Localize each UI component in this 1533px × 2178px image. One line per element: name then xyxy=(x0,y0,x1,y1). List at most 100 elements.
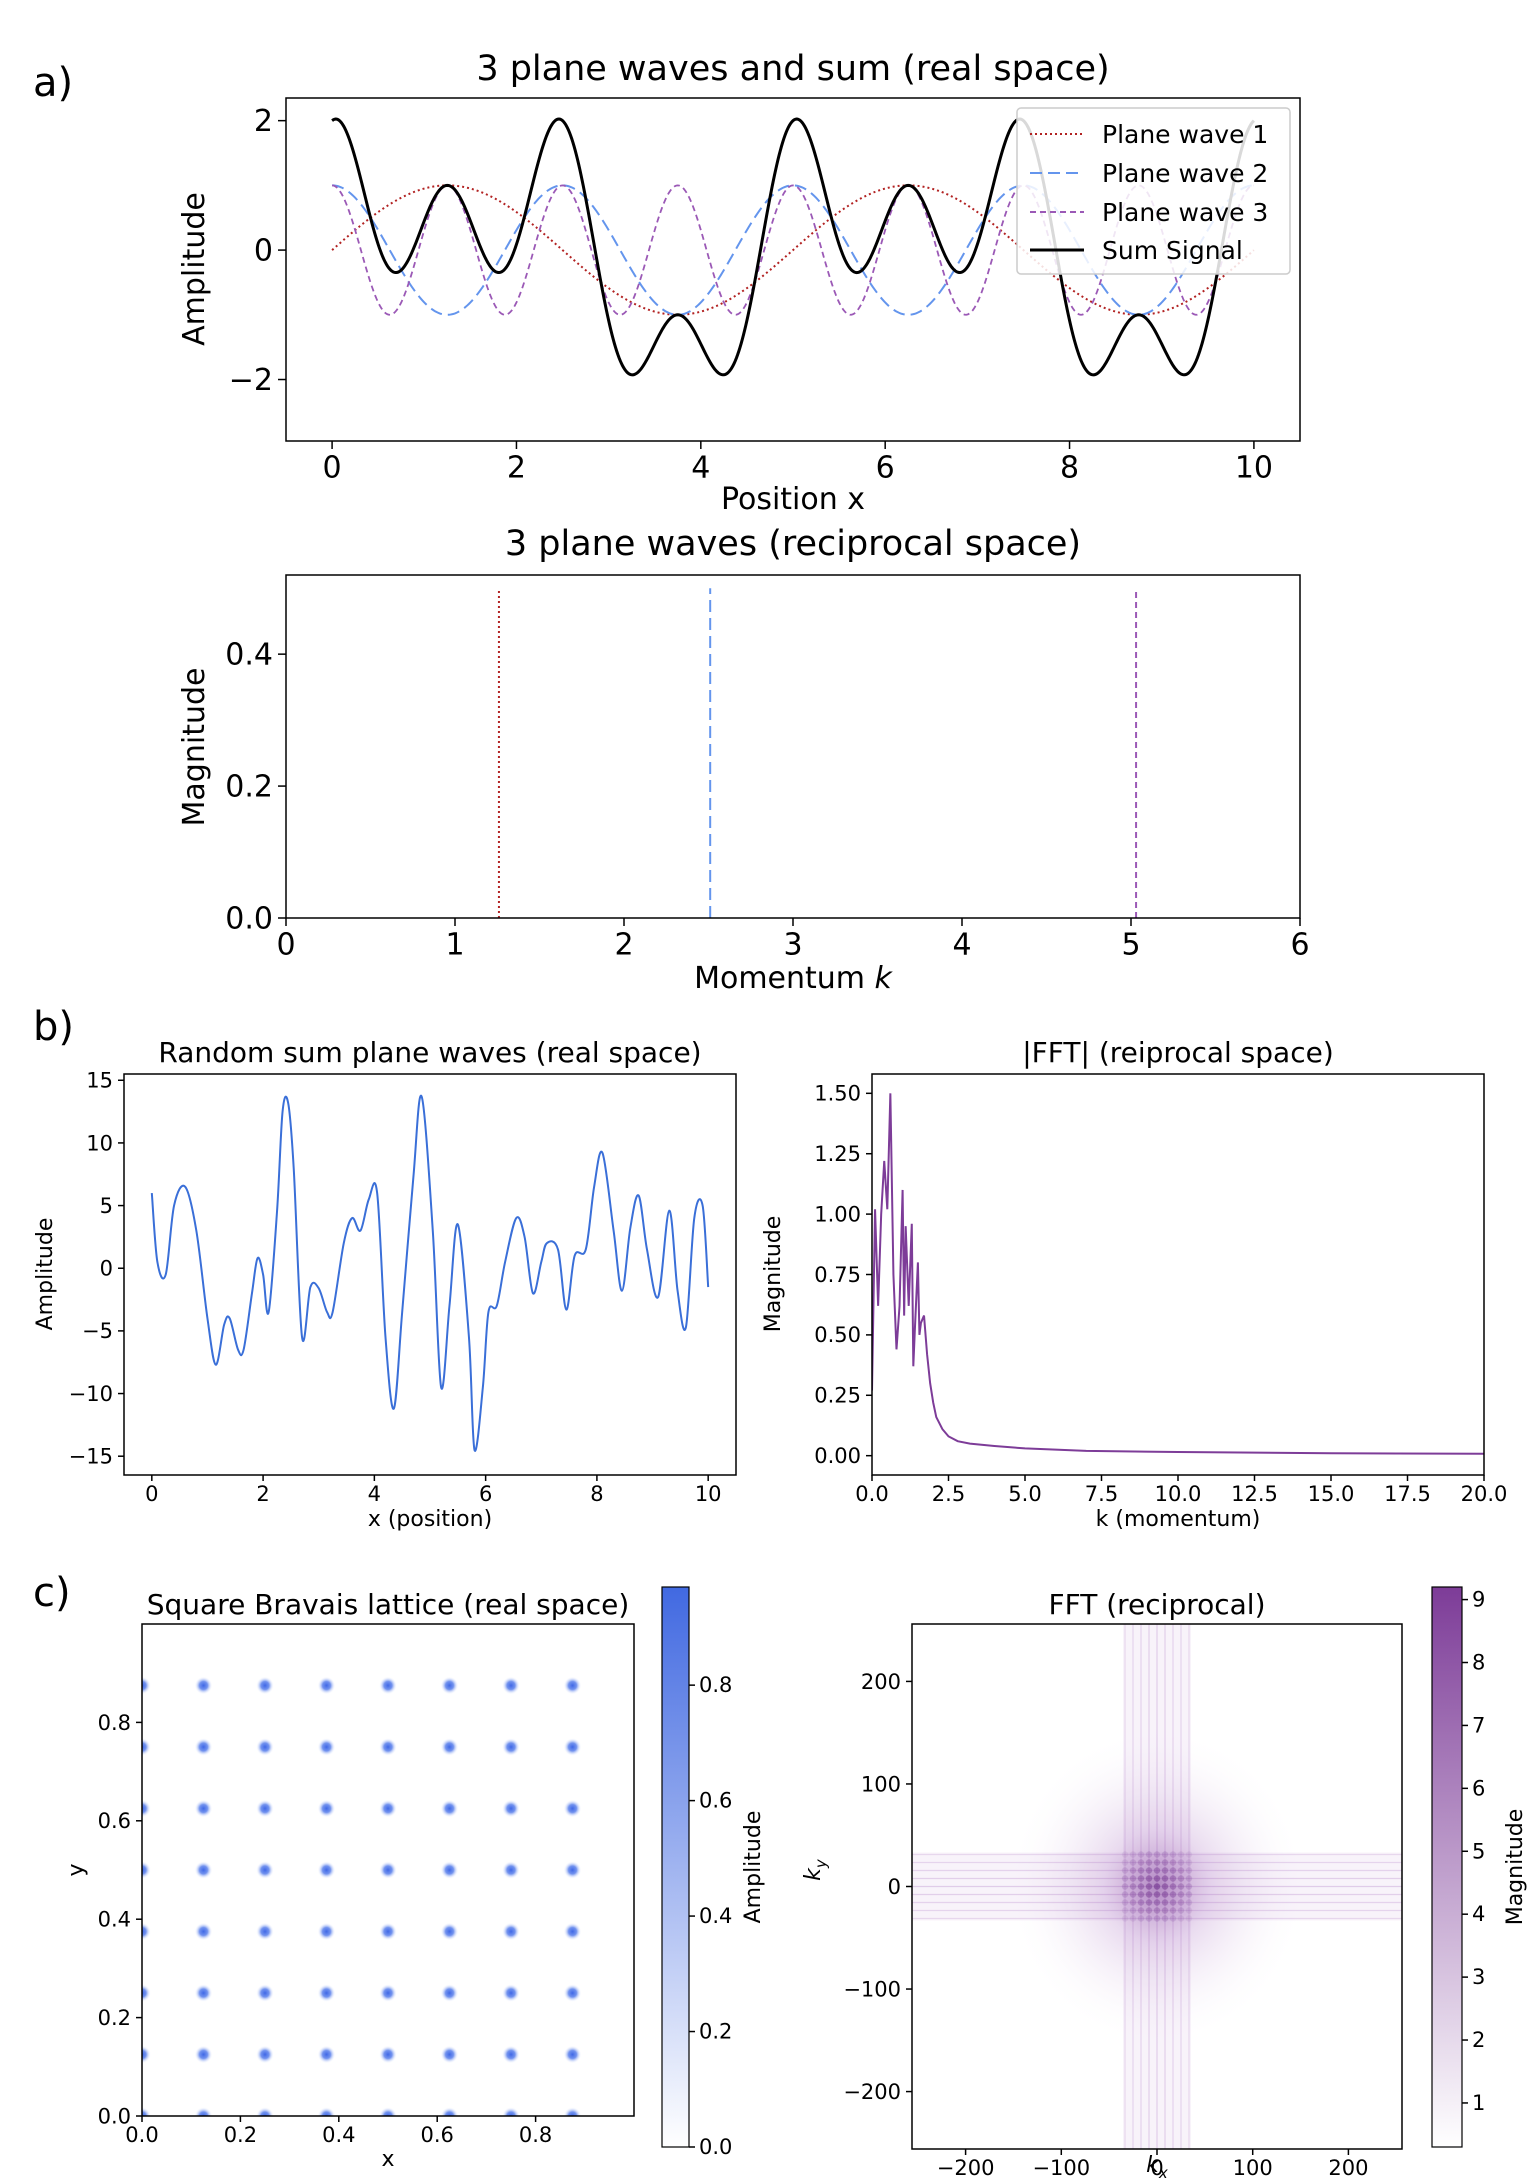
fft-peak xyxy=(1137,1851,1145,1858)
colorbar-tick-label: 0.2 xyxy=(699,2020,732,2044)
fft-peak xyxy=(1153,1851,1161,1858)
c1-ytick-label: 0.0 xyxy=(98,2104,131,2128)
colorbar-tick-label: 2 xyxy=(1472,2028,1485,2052)
lattice-point xyxy=(563,1984,582,2002)
fft-peak xyxy=(1153,1867,1161,1874)
lattice-point xyxy=(256,2045,274,2064)
lattice-point xyxy=(194,1922,213,1941)
lattice-point xyxy=(440,1738,459,1756)
c1-ytick-label: 0.8 xyxy=(98,1711,131,1735)
fft-peak xyxy=(1145,1867,1153,1874)
lattice-point xyxy=(256,1922,274,1941)
fft-peak xyxy=(1129,1875,1137,1882)
fft-peak xyxy=(1177,1915,1185,1922)
chart-c1-xlabel: x xyxy=(381,2147,394,2172)
chart-c2-ylabel-sub: y xyxy=(812,1858,830,1869)
c1-xtick-label: 0.4 xyxy=(322,2123,355,2147)
c2-ytick-label: 100 xyxy=(861,1772,901,1796)
lattice-point xyxy=(256,1984,274,2002)
b1-ytick-label: −10 xyxy=(69,1382,113,1406)
b2-xtick-label: 17.5 xyxy=(1384,1482,1431,1506)
b1-ytick-label: 5 xyxy=(100,1194,113,1218)
lattice-point xyxy=(379,1861,397,1879)
chart-b2-xlabel: k (momentum) xyxy=(1096,1507,1261,1532)
lattice-point xyxy=(194,2045,213,2064)
colorbar-tick-label: 3 xyxy=(1472,1965,1485,1989)
chart-a2-plot xyxy=(497,588,1138,918)
series-line-sum xyxy=(331,117,1255,377)
lattice-point xyxy=(379,1984,397,2002)
chart-b2-plot xyxy=(872,1093,1484,1455)
chart-c1-colorbar-label: Amplitude xyxy=(741,1811,766,1924)
fft-peak xyxy=(1137,1915,1145,1922)
lattice-point xyxy=(379,2107,397,2116)
chart-c2-xlabel-sub: x xyxy=(1158,2164,1168,2178)
colorbar-tick-label: 6 xyxy=(1472,1776,1485,1800)
fft-peak xyxy=(1177,1883,1185,1890)
b2-ytick-label: 1.50 xyxy=(814,1082,861,1106)
a2-xtick-label: 2 xyxy=(614,928,633,963)
chart-c2-colorbar xyxy=(1431,1586,1463,2148)
lattice-point xyxy=(317,1984,336,2002)
chart-c1-plot xyxy=(142,1676,582,2116)
b2-xtick-label: 7.5 xyxy=(1085,1482,1118,1506)
a1-xtick-label: 10 xyxy=(1235,451,1273,486)
fft-peak xyxy=(1177,1907,1185,1914)
fft-peak xyxy=(1169,1859,1177,1866)
lattice-point xyxy=(440,1984,459,2002)
lattice-point xyxy=(256,1738,274,1756)
b2-xtick-label: 5.0 xyxy=(1008,1482,1041,1506)
lattice-point xyxy=(142,1738,151,1756)
chart-c1-frame xyxy=(141,1623,635,2117)
fft-peak xyxy=(1145,1851,1153,1858)
a1-ytick-label: −2 xyxy=(229,363,273,398)
chart-c2-xticks: −200 −100 0 100 200 xyxy=(937,2149,1368,2178)
a1-xtick-label: 8 xyxy=(1060,451,1079,486)
fft-peak xyxy=(1153,1891,1161,1898)
fft-peak xyxy=(1161,1891,1169,1898)
fft-peak xyxy=(1145,1915,1153,1922)
chart-a2-yticks: 0.0 0.2 0.4 xyxy=(225,638,286,937)
chart-b1-yticks: −15 −10 −5 0 5 10 15 xyxy=(69,1069,124,1469)
c2-ytick-label: 200 xyxy=(861,1670,901,1694)
fft-peak xyxy=(1129,1859,1137,1866)
c1-ytick-label: 0.4 xyxy=(98,1908,131,1932)
lattice-point xyxy=(194,1799,213,1818)
lattice-point xyxy=(440,1799,459,1818)
chart-a1-plot xyxy=(331,117,1255,377)
fft-peak xyxy=(1169,1907,1177,1914)
fft-peak xyxy=(1177,1859,1185,1866)
fft-peak xyxy=(1145,1883,1153,1890)
fft-peak xyxy=(1153,1875,1161,1882)
series-line-fft xyxy=(872,1093,1484,1455)
chart-c2-ylabel: ky xyxy=(801,1858,830,1881)
lattice-point xyxy=(317,1922,336,1941)
fft-peak xyxy=(1153,1899,1161,1906)
lattice-point xyxy=(317,1799,336,1818)
fft-peak xyxy=(1185,1899,1193,1906)
b2-xtick-label: 15.0 xyxy=(1308,1482,1355,1506)
fft-peak xyxy=(1169,1891,1177,1898)
c2-ytick-label: −100 xyxy=(843,1977,901,2001)
lattice-point xyxy=(563,1922,582,1941)
lattice-point xyxy=(502,1799,520,1818)
chart-b1-xticks: 0 2 4 6 8 10 xyxy=(145,1475,722,1506)
chart-a1-legend-box xyxy=(1016,107,1291,275)
chart-b2-yticks: 0.00 0.25 0.50 0.75 1.00 1.25 1.50 xyxy=(814,1082,872,1468)
colorbar-tick-label: 5 xyxy=(1472,1839,1485,1863)
fft-peak xyxy=(1137,1907,1145,1914)
lattice-point xyxy=(142,1799,151,1818)
chart-c2-colorbar-label: Magnitude xyxy=(1503,1809,1528,1926)
chart-c2-colorbar-ticks: 1 2 3 4 5 6 7 8 9 xyxy=(1462,1588,1485,2115)
a2-xtick-label: 6 xyxy=(1290,928,1309,963)
fft-peak xyxy=(1137,1891,1145,1898)
fft-peak xyxy=(1169,1899,1177,1906)
series-line-random-sum xyxy=(150,1094,710,1452)
chart-b1-xlabel: x (position) xyxy=(368,1507,492,1532)
lattice-point xyxy=(317,2045,336,2064)
chart-c1-title: Square Bravais lattice (real space) xyxy=(147,1588,630,1621)
lattice-point xyxy=(440,1922,459,1941)
fft-peak xyxy=(1169,1867,1177,1874)
lattice-point xyxy=(379,1738,397,1756)
b1-ytick-label: −5 xyxy=(82,1319,113,1343)
